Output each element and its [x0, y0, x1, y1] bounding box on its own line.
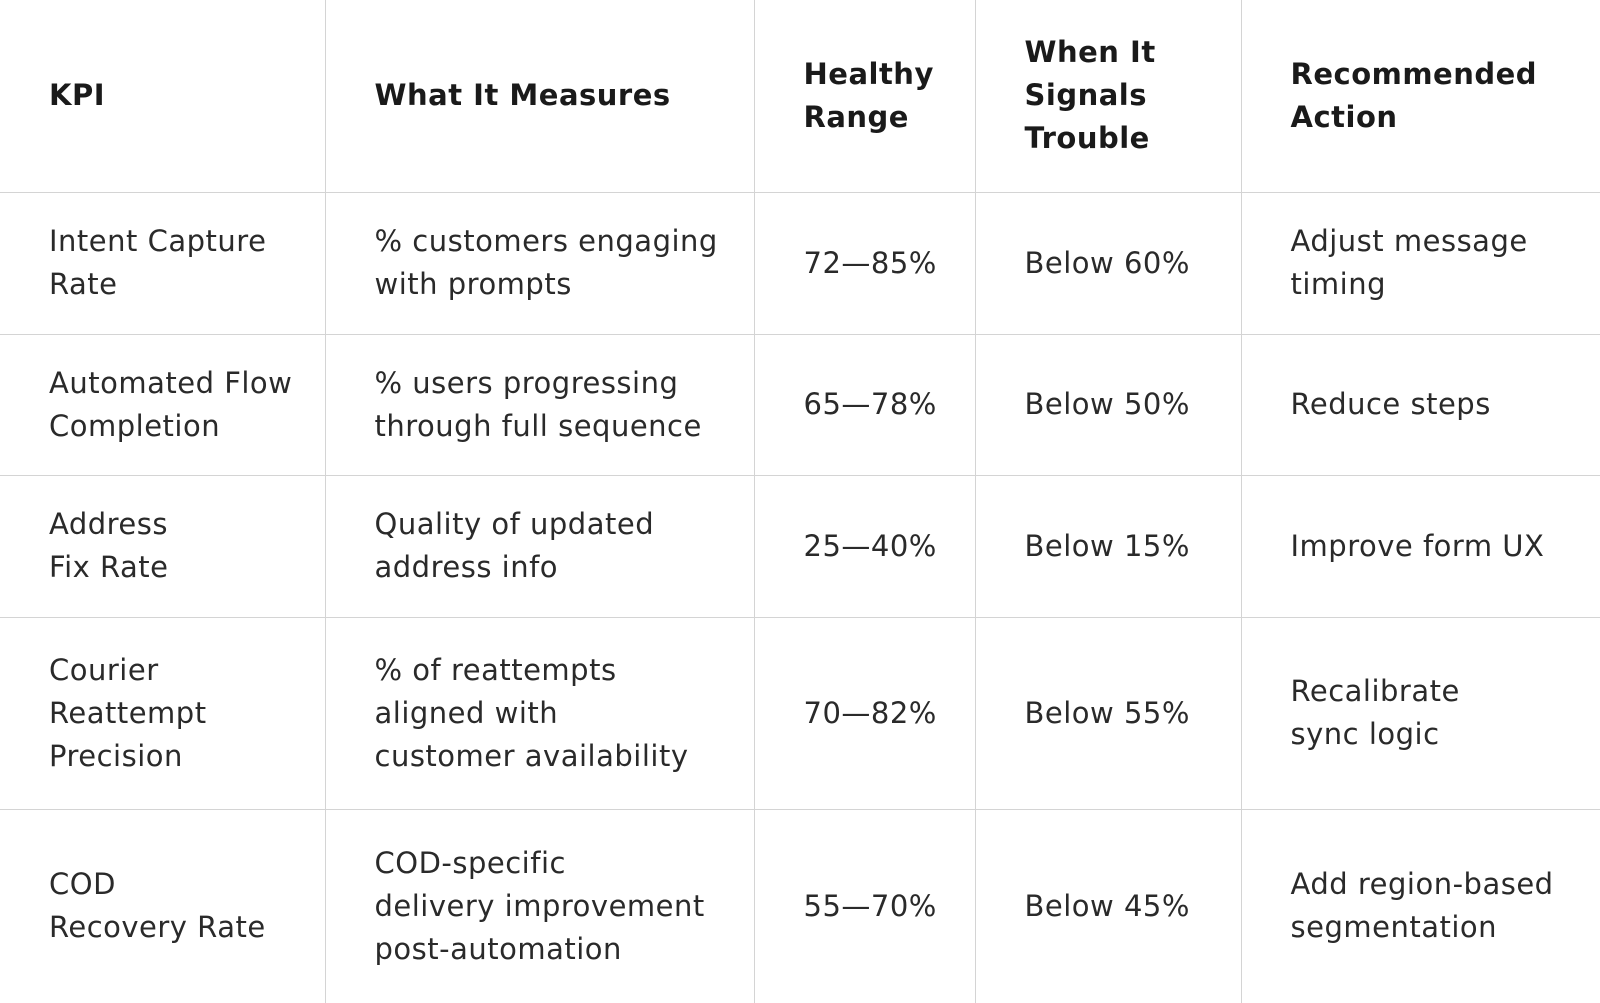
table-cell: Below 45%: [974, 808, 1242, 1003]
table-row: Courier Reattempt Precision% of reattemp…: [0, 616, 1600, 810]
table-cell: % customers engaging with prompts: [324, 191, 755, 335]
table-cell: Address Fix Rate: [0, 474, 326, 618]
header-cell: Healthy Range: [753, 0, 976, 193]
table-cell: Add region-based segmentation: [1240, 808, 1600, 1003]
table-cell: Quality of updated address info: [324, 474, 755, 618]
table-cell: COD Recovery Rate: [0, 808, 326, 1003]
table-cell: % users progressing through full sequenc…: [324, 333, 755, 476]
table-cell: Courier Reattempt Precision: [0, 616, 326, 810]
table-cell: 55—70%: [753, 808, 976, 1003]
table-cell: Intent Capture Rate: [0, 191, 326, 335]
table-cell: 70—82%: [753, 616, 976, 810]
table-cell: Improve form UX: [1240, 474, 1600, 618]
table-row: Intent Capture Rate% customers engaging …: [0, 191, 1600, 335]
table-cell: Below 55%: [974, 616, 1242, 810]
table-row: Address Fix Rate Quality of updated addre…: [0, 474, 1600, 618]
table-body: Intent Capture Rate% customers engaging …: [0, 191, 1600, 1003]
table-cell: 72—85%: [753, 191, 976, 335]
header-cell: Recommended Action: [1240, 0, 1600, 193]
table-cell: Below 50%: [974, 333, 1242, 476]
table-cell: 65—78%: [753, 333, 976, 476]
table-cell: Below 15%: [974, 474, 1242, 618]
table-row: COD Recovery Rate COD-specific delivery i…: [0, 808, 1600, 1003]
table-cell: Recalibrate sync logic: [1240, 616, 1600, 810]
table-cell: Adjust message timing: [1240, 191, 1600, 335]
table-cell: 25—40%: [753, 474, 976, 618]
table-cell: Below 60%: [974, 191, 1242, 335]
table-row: Automated Flow Completion% users progres…: [0, 333, 1600, 476]
header-cell: KPI: [0, 0, 326, 193]
table-cell: Reduce steps: [1240, 333, 1600, 476]
header-cell: What It Measures: [324, 0, 755, 193]
header-row: KPI What It Measures Healthy Range When It …: [0, 0, 1600, 193]
table-cell: COD-specific delivery improvement post-a…: [324, 808, 755, 1003]
header-cell: When It Signals Trouble: [974, 0, 1242, 193]
table-cell: % of reattempts aligned with customer av…: [324, 616, 755, 810]
table-cell: Automated Flow Completion: [0, 333, 326, 476]
table-header: KPI What It Measures Healthy Range When It …: [0, 0, 1600, 193]
